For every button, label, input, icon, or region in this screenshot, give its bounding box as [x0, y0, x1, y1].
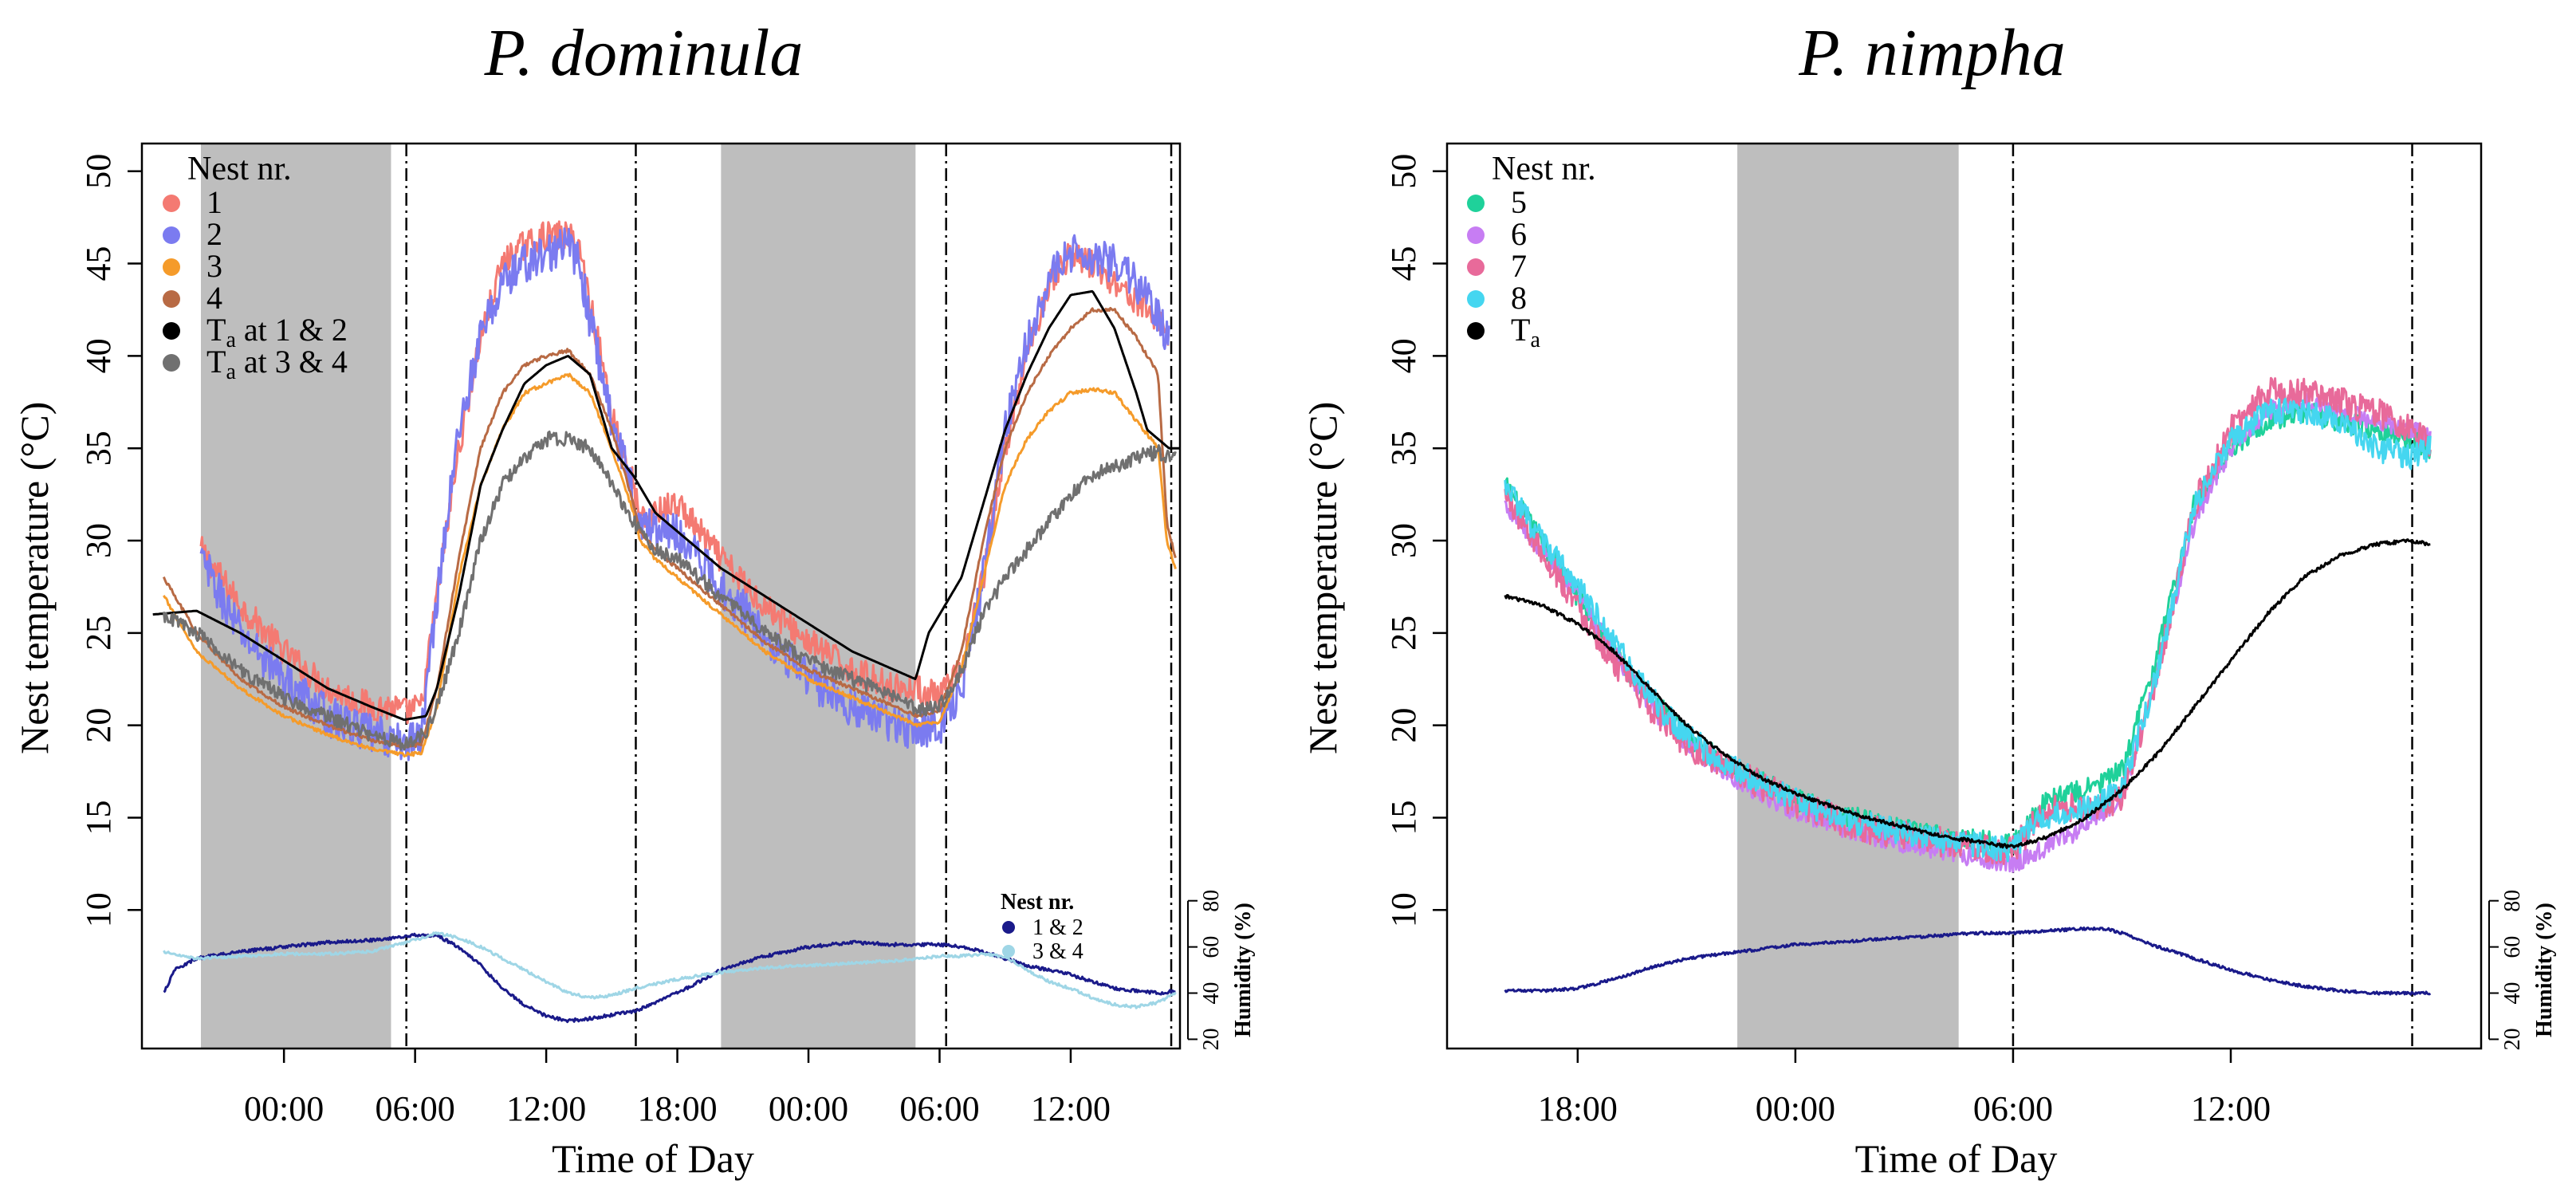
- humidity-legend-marker-2: [1002, 945, 1015, 958]
- x-tick-label: 06:00: [1973, 1089, 2053, 1128]
- y-tick-label: 50: [79, 154, 118, 189]
- x-tick-label: 00:00: [1756, 1089, 1835, 1128]
- legend-title: Nest nr.: [187, 151, 292, 187]
- humidity-tick-label: 80: [2500, 890, 2525, 912]
- x-axis-label: Time of Day: [552, 1136, 754, 1181]
- chart-title: P. nimpha: [1799, 16, 2066, 90]
- y-tick-label: 40: [1384, 338, 1423, 373]
- legend-label-3: 7: [1511, 248, 1527, 284]
- y-tick-label: 25: [1384, 616, 1423, 651]
- legend-label-1: 5: [1511, 184, 1527, 220]
- humidity-legend-label-1: 1 & 2: [1032, 915, 1083, 940]
- night-shading-1: [1737, 144, 1959, 1049]
- chart-panel-p-dominula: P. dominula 10 15 20 25 30 35 40 45 50 Nest tempe…: [12, 16, 1256, 1181]
- legend-marker-3: [1467, 258, 1485, 276]
- x-tick-label: 12:00: [506, 1089, 586, 1128]
- y-tick-label: 25: [79, 616, 118, 651]
- legend-marker-1: [1467, 195, 1485, 212]
- legend-label-4: 4: [206, 280, 222, 316]
- legend-label-2: 6: [1511, 216, 1527, 252]
- y-tick-label: 15: [79, 800, 118, 835]
- legend-label-4: 8: [1511, 280, 1527, 316]
- legend-marker-2: [1467, 226, 1485, 244]
- temperature-series-nest-3: [163, 372, 1177, 757]
- humidity-legend-marker-1: [1002, 921, 1015, 934]
- legend-marker-2: [163, 226, 180, 244]
- y-tick-label: 20: [1384, 708, 1423, 743]
- temperature-series-nest-5: [1504, 400, 2432, 856]
- humidity-tick-label: 40: [2500, 982, 2525, 1005]
- y-tick-label: 10: [79, 892, 118, 927]
- y-axis-label: Nest temperature (°C): [1300, 402, 1345, 754]
- humidity-series-3-4: [163, 931, 1177, 1009]
- temperature-series-nest-8: [1504, 397, 2432, 863]
- humidity-tick-label: 60: [2500, 936, 2525, 958]
- x-tick-label: 00:00: [769, 1089, 848, 1128]
- temperature-series-ta-at-3-4: [162, 431, 1177, 751]
- temperature-series-nest-7: [1504, 376, 2432, 865]
- humidity-axis-label: Humidity (%): [1231, 903, 1256, 1037]
- plot-frame: [1445, 142, 2483, 1050]
- y-tick-label: 45: [1384, 246, 1423, 281]
- humidity-legend: Nest nr.1 & 23 & 4: [1001, 890, 1083, 964]
- legend-label-3: 3: [206, 248, 222, 284]
- legend-label-5: Ta at 1 & 2: [206, 312, 348, 352]
- legend-marker-3: [163, 258, 180, 276]
- x-tick-label: 06:00: [376, 1089, 455, 1128]
- legend-marker-4: [1467, 290, 1485, 308]
- humidity-tick-label: 40: [1199, 982, 1224, 1005]
- x-tick-label: 18:00: [637, 1089, 717, 1128]
- y-tick-label: 30: [79, 523, 118, 558]
- legend-label-2: 2: [206, 216, 222, 252]
- legend-marker-1: [163, 195, 180, 212]
- legend-label-6: Ta at 3 & 4: [206, 344, 348, 384]
- x-tick-label: 06:00: [899, 1089, 979, 1128]
- chart-p-nimpha: 10 15 20 25 30 35 40 45 50 Nest temperature (°C) 1…: [1300, 142, 2557, 1181]
- y-tick-label: 45: [79, 246, 118, 281]
- legend-label-5: Ta: [1511, 312, 1540, 352]
- plot-lines: [152, 220, 1180, 1024]
- plot-lines: [1504, 376, 2432, 996]
- legend-title: Nest nr.: [1492, 151, 1596, 187]
- x-tick-label: 12:00: [2191, 1089, 2271, 1128]
- humidity-tick-label: 60: [1199, 936, 1224, 958]
- x-tick-label: 00:00: [244, 1089, 324, 1128]
- legend-marker-5: [163, 322, 180, 340]
- x-tick-label: 12:00: [1031, 1089, 1111, 1128]
- y-tick-label: 20: [79, 708, 118, 743]
- chart-title: P. dominula: [484, 16, 804, 90]
- y-tick-label: 35: [1384, 431, 1423, 466]
- humidity-legend-label-2: 3 & 4: [1032, 939, 1083, 964]
- legend-label-1: 1: [206, 184, 222, 220]
- y-tick-label: 10: [1384, 892, 1423, 927]
- humidity-legend-title: Nest nr.: [1001, 890, 1074, 915]
- y-tick-label: 15: [1384, 800, 1423, 835]
- legend-marker-4: [163, 290, 180, 308]
- y-axis-label: Nest temperature (°C): [12, 402, 57, 754]
- y-tick-label: 35: [79, 431, 118, 466]
- legend-marker-5: [1467, 322, 1485, 340]
- humidity-tick-label: 20: [1199, 1028, 1224, 1050]
- y-tick-label: 50: [1384, 154, 1423, 189]
- y-tick-label: 30: [1384, 523, 1423, 558]
- temperature-series-nest-6: [1504, 392, 2432, 873]
- humidity-series-nest-humidity: [1504, 927, 2432, 996]
- humidity-axis-label: Humidity (%): [2532, 903, 2557, 1037]
- humidity-tick-label: 20: [2500, 1028, 2525, 1050]
- temperature-series-nest-2: [199, 227, 1170, 761]
- y-tick-label: 40: [79, 338, 118, 373]
- x-axis-label: Time of Day: [1855, 1136, 2058, 1181]
- chart-panel-p-nimpha: P. nimpha 10 15 20 25 30 35 40 45 50 Nest tempera…: [1288, 0, 2576, 1204]
- x-tick-label: 18:00: [1538, 1089, 1618, 1128]
- humidity-tick-label: 80: [1199, 890, 1224, 912]
- temperature-series-ta: [1504, 538, 2431, 849]
- chart-p-dominula: 10 15 20 25 30 35 40 45 50 Nest temperature (°C) 0…: [12, 142, 1256, 1181]
- temperature-series-ta-at-1-2: [152, 289, 1180, 722]
- plot-frame: [140, 142, 1182, 1050]
- legend-marker-6: [163, 354, 180, 372]
